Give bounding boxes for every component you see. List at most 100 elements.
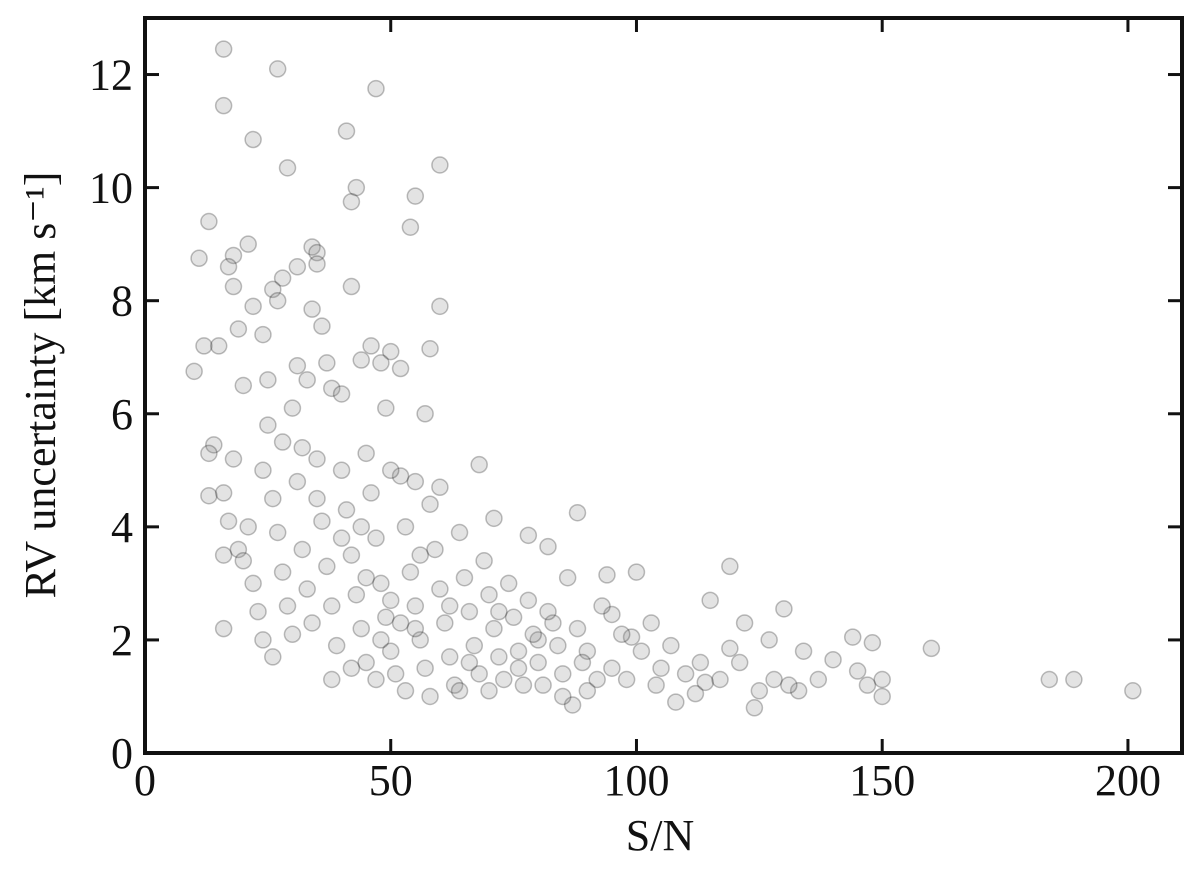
point [416,659,434,677]
point [647,676,665,694]
point [347,585,366,604]
point [332,385,351,403]
point [794,642,813,660]
point [499,574,518,593]
point [578,682,597,700]
point [686,684,705,703]
point [431,478,449,497]
plot-frame [143,16,1184,755]
point [578,642,597,660]
point [200,212,218,231]
point [1065,670,1083,689]
point [406,187,425,205]
point [490,602,508,621]
point [185,362,203,381]
point [303,238,321,256]
point [401,563,420,581]
point [298,371,316,389]
point [603,659,621,677]
point [667,693,685,711]
point [858,676,877,694]
point [264,489,282,508]
point [1124,682,1142,700]
point [278,597,297,615]
point [342,193,361,211]
point [234,552,253,570]
point [495,670,513,689]
point [622,628,641,646]
point [490,648,508,666]
point [318,557,336,576]
point [406,597,425,615]
point [313,512,331,530]
point [421,340,439,358]
point [293,540,312,559]
point [381,461,400,480]
point [372,631,390,649]
point [553,665,572,683]
point [367,670,385,689]
x-axis-label: S/N [626,811,694,860]
point [652,659,670,677]
point [509,642,528,660]
point [268,60,287,78]
point [214,96,233,115]
point [342,277,361,296]
point [780,676,798,694]
point [558,568,577,587]
point [401,218,420,236]
point [214,619,233,638]
point [450,523,469,542]
point [377,399,395,417]
point [460,602,479,621]
point [372,574,390,593]
point [195,337,213,355]
y-tick-label: 10 [89,164,133,213]
point [480,585,498,604]
point [347,178,366,197]
point [789,682,808,700]
point [288,356,307,375]
point [254,461,272,480]
point [234,376,253,395]
point [539,602,557,621]
point [475,552,493,570]
point [303,614,321,632]
point [431,580,449,598]
point [544,614,562,632]
point [455,568,474,587]
point [318,354,336,372]
point [391,359,410,378]
point [214,546,233,564]
point [721,557,739,576]
point [342,659,361,677]
point [534,676,552,694]
point [632,642,651,660]
point [229,540,248,559]
point [873,687,891,706]
point [873,670,891,689]
point [470,665,488,683]
point [357,444,375,463]
point [273,433,292,451]
point [480,682,498,700]
point [568,503,587,522]
point [200,444,218,463]
y-tick-label: 6 [111,390,133,439]
point [224,246,243,265]
point [288,258,307,276]
y-tick-label: 12 [89,51,133,100]
point [362,484,380,502]
point [273,563,292,581]
point [691,653,710,672]
point [278,159,297,177]
point [411,546,429,564]
point [323,670,341,689]
point [509,659,528,677]
point [200,487,218,505]
point [357,653,375,672]
point [264,648,282,666]
x-tick-label: 200 [1095,756,1161,805]
point [273,269,292,287]
